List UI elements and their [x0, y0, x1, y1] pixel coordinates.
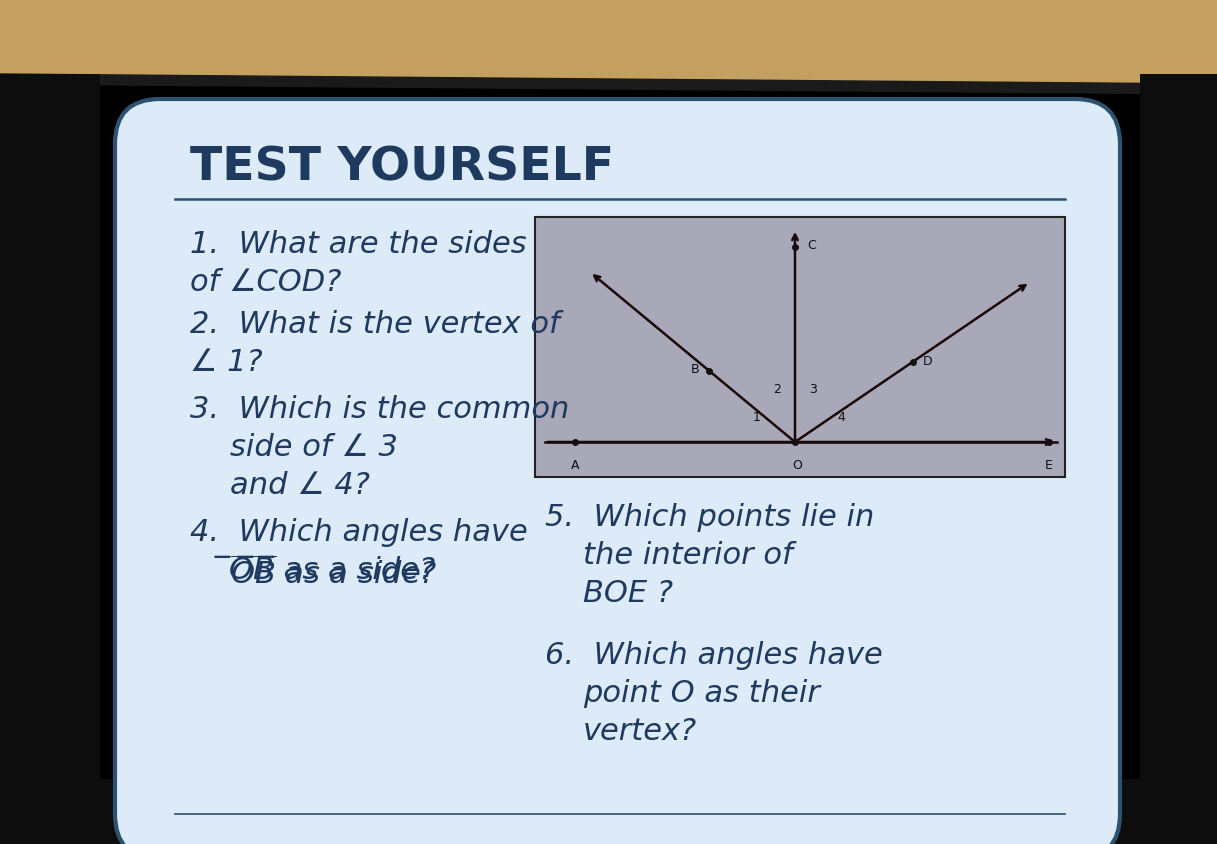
Text: 4.  Which angles have: 4. Which angles have	[190, 517, 528, 546]
Bar	[535, 218, 1065, 478]
Text: O: O	[792, 458, 802, 472]
Text: 2.  What is the vertex of: 2. What is the vertex of	[190, 310, 560, 338]
Text: 1.  What are the sides: 1. What are the sides	[190, 230, 527, 259]
Text: 3.  Which is the common: 3. Which is the common	[190, 394, 570, 424]
FancyBboxPatch shape	[114, 100, 1120, 844]
Text: ̅O̅B̅ as a side?: ̅O̅B̅ as a side?	[230, 555, 436, 584]
Text: 5.  Which points lie in: 5. Which points lie in	[545, 502, 874, 532]
Text: BOE ?: BOE ?	[583, 578, 673, 608]
Text: and ∠ 4?: and ∠ 4?	[230, 470, 370, 500]
Text: E: E	[1045, 458, 1053, 472]
Text: D: D	[922, 354, 932, 367]
Text: point O as their: point O as their	[583, 679, 820, 707]
Text: C: C	[807, 238, 815, 252]
Text: of ∠COD?: of ∠COD?	[190, 268, 342, 296]
Text: 2: 2	[773, 382, 781, 396]
Text: the interior of: the interior of	[583, 540, 792, 570]
Text: B: B	[690, 363, 699, 376]
Text: ∠ 1?: ∠ 1?	[190, 348, 263, 376]
Text: 6.  Which angles have: 6. Which angles have	[545, 641, 882, 669]
Bar	[0, 75, 100, 844]
Bar	[0, 779, 1217, 844]
Text: 4: 4	[837, 410, 845, 424]
Text: A: A	[571, 458, 579, 472]
Text: 3: 3	[809, 382, 817, 396]
Text: TEST YOURSELF: TEST YOURSELF	[190, 145, 615, 190]
Text: vertex?: vertex?	[583, 717, 697, 745]
Text: 1: 1	[753, 410, 761, 424]
Bar	[1140, 75, 1217, 844]
Bar	[0, 0, 1217, 85]
Text: side of ∠ 3: side of ∠ 3	[230, 432, 398, 462]
Text: $\overline{OB}$ as a side?: $\overline{OB}$ as a side?	[230, 555, 437, 590]
